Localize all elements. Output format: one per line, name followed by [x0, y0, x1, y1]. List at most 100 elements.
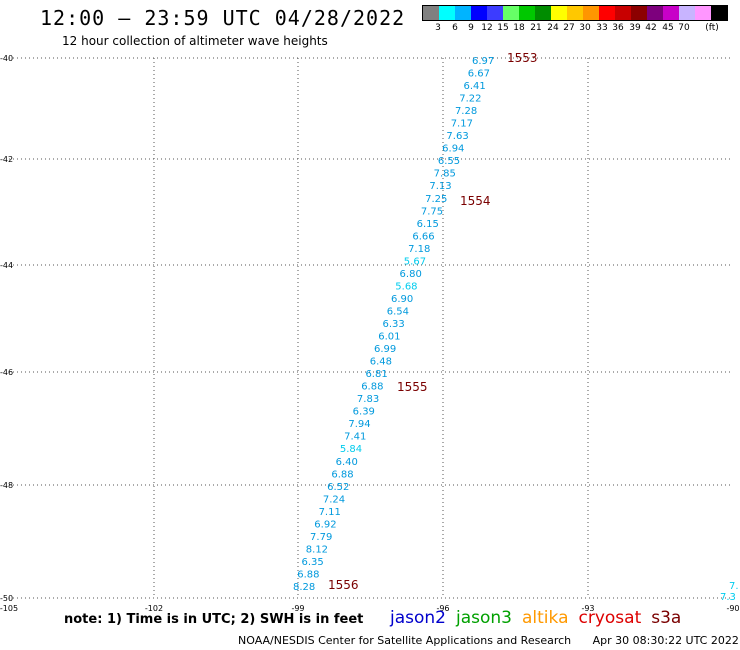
y-tick-label: -44 — [0, 261, 13, 270]
color-swatch-16 — [679, 6, 695, 20]
color-swatch-13 — [631, 6, 647, 20]
swh-label: 6.39 — [353, 407, 375, 418]
time-marker: 1555 — [397, 380, 428, 394]
swh-label: 8.12 — [306, 544, 328, 555]
color-swatch-17 — [695, 6, 711, 20]
color-swatch-4 — [487, 6, 503, 20]
footer: NOAA/NESDIS Center for Satellite Applica… — [238, 634, 739, 647]
color-swatch-5 — [503, 6, 519, 20]
legend-jason2: jason2 — [390, 608, 446, 628]
color-scale-label: 21 — [530, 23, 542, 33]
color-scale-label: 45 — [662, 23, 674, 33]
color-scale-label: 27 — [563, 23, 575, 33]
color-scale-label: 39 — [629, 23, 641, 33]
x-tick-label: -102 — [145, 604, 163, 613]
swh-label-edge: 7.3 — [720, 592, 736, 603]
swh-label: 6.92 — [314, 519, 336, 530]
color-scale-label: 42 — [645, 23, 657, 33]
color-swatch-18 — [711, 6, 727, 20]
swh-label: 5.68 — [395, 281, 417, 292]
swh-label: 7.24 — [323, 494, 345, 505]
swh-label: 7.85 — [434, 169, 456, 180]
swh-label: 6.88 — [297, 569, 319, 580]
swh-label-edge: 7. — [729, 581, 739, 592]
color-scale-labels: 3 6 9 12 15 18 21 24 27 30 33 36 39 42 45 70 (ft) — [422, 21, 728, 35]
color-scale-label: 30 — [579, 23, 591, 33]
color-swatch-9 — [567, 6, 583, 20]
swh-label: 7.11 — [319, 507, 341, 518]
swh-label: 7.25 — [425, 194, 447, 205]
x-tick-label: -93 — [581, 604, 594, 613]
swh-label: 6.52 — [327, 482, 349, 493]
color-swatch-3 — [471, 6, 487, 20]
color-swatch-2 — [455, 6, 471, 20]
legend-altika: altika — [522, 608, 569, 628]
swh-label: 6.94 — [442, 144, 464, 155]
color-swatch-15 — [663, 6, 679, 20]
swh-label: 6.01 — [378, 332, 400, 343]
y-tick-label: -46 — [0, 368, 13, 377]
swh-label: 7.13 — [429, 181, 451, 192]
swh-label: 7.41 — [344, 432, 366, 443]
swh-label: 6.67 — [468, 69, 490, 80]
swh-label: 7.17 — [451, 119, 473, 130]
swh-label: 6.88 — [331, 469, 353, 480]
swh-label: 7.94 — [348, 419, 370, 430]
color-scale-swatches — [422, 5, 728, 21]
y-tick-label: -48 — [0, 481, 13, 490]
swh-label: 6.97 — [472, 56, 494, 67]
swh-label: 6.55 — [438, 156, 460, 167]
color-scale-label: 12 — [481, 23, 493, 33]
color-scale-label: 6 — [452, 23, 458, 33]
map-title: 12:00 — 23:59 UTC 04/28/2022 — [40, 6, 406, 30]
legend-cryosat: cryosat — [578, 608, 642, 628]
color-scale-label: 33 — [596, 23, 608, 33]
color-scale-label: 15 — [497, 23, 509, 33]
legend-jason3: jason3 — [456, 608, 512, 628]
units-note: note: 1) Time is in UTC; 2) SWH is in fe… — [64, 612, 364, 627]
swh-label: 7.22 — [459, 94, 481, 105]
y-tick-label: -50 — [0, 594, 13, 603]
color-swatch-1 — [439, 6, 455, 20]
color-swatch-6 — [519, 6, 535, 20]
swh-label: 7.18 — [408, 244, 430, 255]
color-scale-label: 70 — [678, 23, 690, 33]
swh-label: 7.79 — [310, 532, 332, 543]
footer-credit: NOAA/NESDIS Center for Satellite Applica… — [238, 634, 572, 647]
time-marker: 1556 — [328, 578, 359, 592]
x-tick-label: -99 — [291, 604, 304, 613]
color-scale-label: (ft) — [705, 23, 719, 33]
swh-label: 7.28 — [455, 106, 477, 117]
wave-height-color-scale: 3 6 9 12 15 18 21 24 27 30 33 36 39 42 45 70 (ft) — [422, 5, 728, 37]
swh-label: 6.66 — [412, 231, 434, 242]
swh-label: 8.28 — [293, 582, 315, 593]
color-scale-label: 18 — [513, 23, 525, 33]
swh-label: 7.75 — [421, 206, 443, 217]
swh-label: 6.80 — [400, 269, 422, 280]
color-scale-label: 24 — [547, 23, 559, 33]
color-scale-label: 3 — [435, 23, 441, 33]
y-tick-label: -42 — [0, 155, 13, 164]
time-marker: 1554 — [460, 194, 491, 208]
legend-s3a: s3a — [651, 608, 682, 628]
color-swatch-8 — [551, 6, 567, 20]
swh-label: 6.40 — [336, 457, 358, 468]
swh-label: 6.48 — [370, 357, 392, 368]
color-swatch-14 — [647, 6, 663, 20]
color-swatch-0 — [423, 6, 439, 20]
y-tick-label: -40 — [0, 54, 13, 63]
color-swatch-7 — [535, 6, 551, 20]
swh-label: 6.81 — [365, 369, 387, 380]
color-swatch-11 — [599, 6, 615, 20]
x-tick-label: -96 — [436, 604, 449, 613]
color-scale-label: 9 — [468, 23, 474, 33]
swh-label: 6.15 — [417, 219, 439, 230]
x-tick-label: -90 — [726, 604, 739, 613]
color-scale-label: 36 — [612, 23, 624, 33]
swh-label: 6.35 — [302, 557, 324, 568]
footer-timestamp: Apr 30 08:30:22 UTC 2022 — [592, 634, 739, 647]
swh-label: 6.54 — [387, 306, 409, 317]
swh-label: 6.88 — [361, 382, 383, 393]
x-tick-label: -105 — [0, 604, 18, 613]
